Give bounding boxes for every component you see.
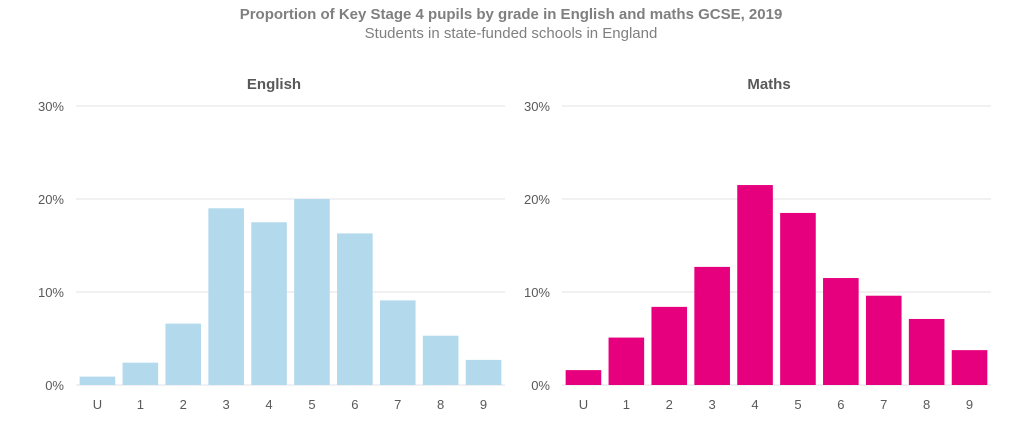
english-x-tick-label: 3 bbox=[223, 397, 230, 412]
english-x-tick-label: 9 bbox=[480, 397, 487, 412]
english-x-tick-label: 7 bbox=[394, 397, 401, 412]
english-y-tick-label: 20% bbox=[38, 192, 64, 207]
english-y-tick-label: 10% bbox=[38, 285, 64, 300]
english-bar-U bbox=[79, 376, 116, 385]
maths-y-tick-label: 10% bbox=[524, 285, 550, 300]
english-x-tick-label: 2 bbox=[180, 397, 187, 412]
english-x-tick-label: 1 bbox=[137, 397, 144, 412]
english-bar-8 bbox=[422, 335, 459, 385]
maths-bar-6 bbox=[823, 278, 859, 385]
chart-subtitle: Students in state-funded schools in Engl… bbox=[365, 25, 658, 42]
maths-x-tick-label: 5 bbox=[794, 397, 801, 412]
maths-x-tick-label: U bbox=[579, 397, 588, 412]
maths-bar-2 bbox=[651, 306, 688, 385]
maths-bar-1 bbox=[608, 337, 645, 385]
maths-x-tick-label: 9 bbox=[966, 397, 973, 412]
english-bar-2 bbox=[165, 323, 202, 385]
chart-title: Proportion of Key Stage 4 pupils by grad… bbox=[240, 6, 783, 23]
maths-x-tick-label: 6 bbox=[837, 397, 844, 412]
english-x-tick-label: 8 bbox=[437, 397, 444, 412]
maths-panel: Maths 0% 10% 20% 30% U 1 2 3 4 5 6 7 8 9 bbox=[524, 76, 991, 412]
maths-x-tick-label: 8 bbox=[923, 397, 930, 412]
english-bar-1 bbox=[122, 362, 159, 385]
english-panel-title: English bbox=[247, 76, 301, 93]
maths-bar-7 bbox=[865, 295, 902, 385]
english-bar-5 bbox=[294, 199, 330, 385]
english-bar-4 bbox=[251, 222, 287, 385]
english-y-tick-label: 30% bbox=[38, 99, 64, 114]
maths-y-tick-label: 0% bbox=[531, 378, 550, 393]
english-bar-7 bbox=[379, 300, 416, 385]
english-y-tick-label: 0% bbox=[45, 378, 64, 393]
maths-bar-4 bbox=[737, 185, 773, 385]
english-x-tick-label: 5 bbox=[308, 397, 315, 412]
maths-x-tick-label: 1 bbox=[623, 397, 630, 412]
english-x-tick-label: 4 bbox=[265, 397, 272, 412]
english-x-tick-label: U bbox=[93, 397, 102, 412]
english-bar-3 bbox=[208, 208, 244, 385]
maths-x-tick-label: 2 bbox=[666, 397, 673, 412]
maths-y-tick-label: 20% bbox=[524, 192, 550, 207]
english-panel: English 0% 10% 20% 30% U 1 2 3 4 5 6 7 8 9 bbox=[38, 76, 505, 412]
maths-x-tick-label: 7 bbox=[880, 397, 887, 412]
maths-bar-5 bbox=[780, 212, 816, 385]
maths-panel-title: Maths bbox=[747, 76, 790, 93]
english-x-tick-label: 6 bbox=[351, 397, 358, 412]
maths-bar-9 bbox=[951, 350, 988, 385]
maths-y-tick-label: 30% bbox=[524, 99, 550, 114]
maths-bar-8 bbox=[908, 318, 945, 385]
maths-bar-3 bbox=[694, 266, 730, 385]
english-bar-6 bbox=[337, 233, 373, 385]
english-bar-9 bbox=[465, 359, 502, 385]
maths-bar-U bbox=[565, 370, 602, 385]
maths-x-tick-label: 4 bbox=[751, 397, 758, 412]
maths-x-tick-label: 3 bbox=[709, 397, 716, 412]
